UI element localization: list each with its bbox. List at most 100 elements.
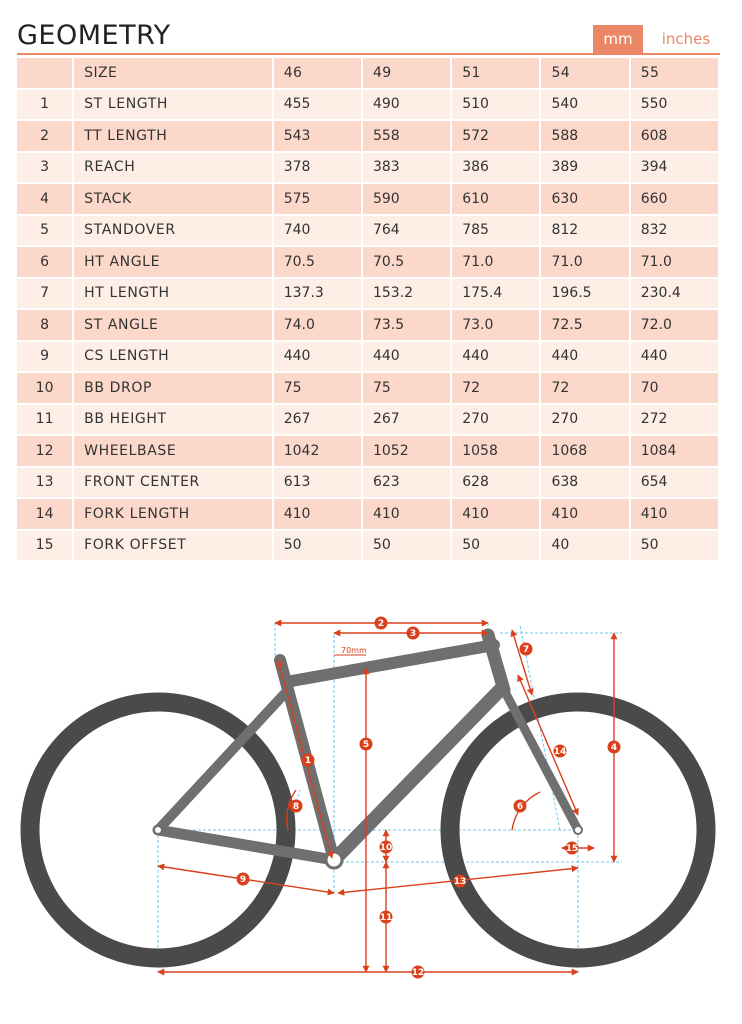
cell-size-49: 153.2 [362,278,453,310]
unit-inches-button[interactable]: inches [649,25,723,53]
table-row: 15 FORK OFFSET 50 50 50 40 50 [17,530,720,562]
cell-size-54: 410 [541,499,631,531]
table-row: 2 TT LENGTH 543 558 572 588 608 [17,121,720,153]
badge-15: 15 [565,841,579,855]
cell-size-46: 74.0 [273,310,363,342]
svg-text:1: 1 [305,756,311,766]
table-row: 3 REACH 378 383 386 389 394 [17,152,720,184]
cell-size-49: 490 [362,89,453,121]
cell-size-51: 628 [452,467,542,499]
cell-size-46: 543 [273,121,363,153]
svg-text:11: 11 [380,913,393,923]
cell-measurement-name: FRONT CENTER [74,467,274,499]
geometry-header: GEOMETRY mm inches [17,0,723,56]
svg-text:8: 8 [293,802,299,812]
cell-size-51: 440 [452,341,542,373]
bike-geometry-diagram: 70mm 1 2 3 4 5 6 7 8 9 10 11 12 13 14 15 [20,616,716,979]
table-row: 7 HT LENGTH 137.3 153.2 175.4 196.5 230.4 [17,278,720,310]
badge-10: 10 [379,840,393,854]
cell-row-index: 14 [17,499,75,531]
cell-size-49: 50 [362,530,453,562]
cell-size-46: 137.3 [273,278,363,310]
unit-mm-button[interactable]: mm [593,25,643,53]
cell-size-51: 1058 [452,436,542,468]
table-row: 12 WHEELBASE 1042 1052 1058 1068 1084 [17,436,720,468]
svg-text:12: 12 [412,968,425,978]
cell-size-55: 654 [630,467,720,499]
cell-size-46: 267 [273,404,363,436]
cell-measurement-name: CS LENGTH [74,341,274,373]
table-row: 14 FORK LENGTH 410 410 410 410 410 [17,499,720,531]
cell-measurement-name: ST ANGLE [74,310,274,342]
svg-text:2: 2 [378,619,384,629]
cell-size-51: 50 [452,530,542,562]
badge-6: 6 [513,799,527,813]
header-row-index [17,58,75,90]
cell-size-51: 510 [452,89,542,121]
cell-size-51: 386 [452,152,542,184]
cell-measurement-name: TT LENGTH [74,121,274,153]
cell-size-46: 440 [273,341,363,373]
table-row: 8 ST ANGLE 74.0 73.5 73.0 72.5 72.0 [17,310,720,342]
cell-row-index: 8 [17,310,75,342]
cell-size-46: 410 [273,499,363,531]
badge-1: 1 [301,753,315,767]
badge-2: 2 [374,616,388,630]
cell-size-55: 72.0 [630,310,720,342]
svg-text:4: 4 [611,743,617,753]
cell-size-51: 270 [452,404,542,436]
cell-size-54: 630 [541,184,631,216]
cell-row-index: 6 [17,247,75,279]
cell-measurement-name: FORK OFFSET [74,530,274,562]
svg-text:6: 6 [517,802,523,812]
cell-size-54: 72 [541,373,631,405]
cell-row-index: 1 [17,89,75,121]
header-size-55: 55 [630,58,720,90]
cell-size-54: 389 [541,152,631,184]
offset-70mm-label: 70mm [341,646,367,655]
badge-9: 9 [236,872,250,886]
cell-size-55: 440 [630,341,720,373]
cell-size-49: 383 [362,152,453,184]
cell-size-49: 73.5 [362,310,453,342]
svg-text:9: 9 [240,875,246,885]
cell-size-46: 613 [273,467,363,499]
svg-text:3: 3 [410,629,416,639]
cell-size-49: 440 [362,341,453,373]
cell-measurement-name: BB HEIGHT [74,404,274,436]
cell-measurement-name: HT LENGTH [74,278,274,310]
badge-7: 7 [519,642,533,656]
cell-size-54: 1068 [541,436,631,468]
table-row: 4 STACK 575 590 610 630 660 [17,184,720,216]
badge-13: 13 [453,874,467,888]
cell-size-51: 572 [452,121,542,153]
cell-size-46: 50 [273,530,363,562]
cell-size-51: 73.0 [452,310,542,342]
cell-size-55: 230.4 [630,278,720,310]
cell-size-55: 71.0 [630,247,720,279]
badge-12: 12 [411,965,425,979]
svg-text:10: 10 [380,843,393,853]
svg-text:7: 7 [523,645,529,655]
table-row: 13 FRONT CENTER 613 623 628 638 654 [17,467,720,499]
header-measurement-name: SIZE [74,58,274,90]
table-row: 1 ST LENGTH 455 490 510 540 550 [17,89,720,121]
svg-text:13: 13 [454,877,467,887]
cell-size-54: 812 [541,215,631,247]
cell-size-46: 75 [273,373,363,405]
cell-size-55: 1084 [630,436,720,468]
cell-size-51: 175.4 [452,278,542,310]
cell-size-54: 588 [541,121,631,153]
cell-size-46: 378 [273,152,363,184]
cell-measurement-name: BB DROP [74,373,274,405]
badge-3: 3 [406,626,420,640]
badge-4: 4 [607,740,621,754]
cell-size-51: 72 [452,373,542,405]
svg-text:5: 5 [363,740,369,750]
cell-size-51: 71.0 [452,247,542,279]
cell-row-index: 13 [17,467,75,499]
cell-size-46: 455 [273,89,363,121]
table-row: 9 CS LENGTH 440 440 440 440 440 [17,341,720,373]
cell-measurement-name: ST LENGTH [74,89,274,121]
cell-measurement-name: HT ANGLE [74,247,274,279]
